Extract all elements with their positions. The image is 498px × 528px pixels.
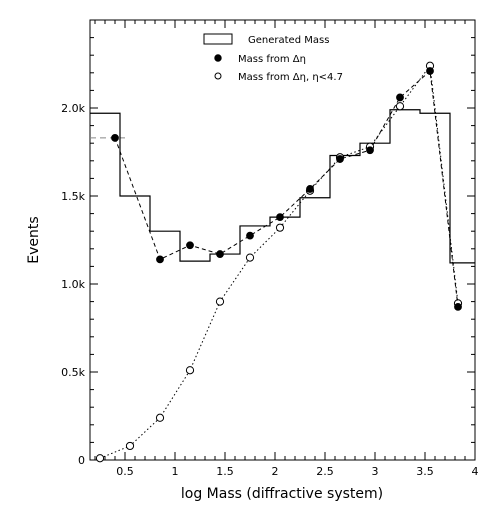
x-tick-label: 1 — [172, 465, 179, 478]
filled-point — [366, 146, 374, 155]
x-tick-label: 1.5 — [216, 465, 234, 478]
x-tick-labels: 0.5 1 1.5 2 2.5 3 3.5 4 — [116, 465, 478, 478]
open-point — [155, 413, 165, 422]
open-series-line — [99, 64, 459, 459]
open-series — [95, 61, 463, 463]
x-tick-label: 3.5 — [416, 465, 434, 478]
y-tick-labels: 0 0.5k 1.0k 1.5k 2.0k — [61, 102, 85, 467]
filled-point — [111, 134, 119, 142]
x-tick-label: 3 — [372, 465, 379, 478]
x-tick-label: 2 — [272, 465, 279, 478]
open-point — [245, 253, 255, 262]
x-tick-label: 4 — [472, 465, 479, 478]
legend-marker-open — [214, 72, 222, 80]
y-tick-label: 1.5k — [61, 190, 85, 203]
filled-point — [306, 185, 314, 193]
x-tick-label: 0.5 — [116, 465, 134, 478]
legend: Generated Mass Mass from Δη Mass from Δη… — [203, 33, 343, 83]
filled-series-line — [114, 70, 459, 307]
legend-label-filled: Mass from Δη — [238, 54, 306, 65]
open-point — [185, 366, 195, 375]
y-tick-label: 0 — [78, 454, 85, 467]
filled-point — [396, 93, 404, 102]
legend-marker-filled — [214, 54, 222, 62]
open-point — [275, 223, 285, 232]
y-axis-title: Events — [26, 216, 42, 263]
y-tick-label: 1.0k — [61, 278, 85, 291]
filled-point — [246, 231, 254, 240]
filled-point — [454, 302, 462, 311]
filled-point — [216, 250, 224, 258]
filled-point — [276, 213, 284, 222]
filled-point — [336, 155, 344, 163]
histogram-steps — [90, 109, 475, 264]
filled-point — [186, 241, 194, 250]
x-tick-label: 2.5 — [316, 465, 334, 478]
filled-point — [156, 255, 164, 264]
open-point — [395, 102, 405, 111]
legend-swatch-generated — [203, 33, 233, 45]
open-point — [215, 297, 225, 306]
legend-label-generated: Generated Mass — [248, 35, 329, 46]
legend-label-open: Mass from Δη, η<4.7 — [238, 72, 343, 83]
y-tick-label: 2.0k — [61, 102, 85, 115]
filled-point — [426, 67, 434, 75]
filled-series — [111, 67, 462, 311]
y-tick-label: 0.5k — [61, 366, 85, 379]
open-point — [125, 441, 135, 451]
plot-frame — [89, 19, 476, 461]
generated-mass-histogram — [90, 109, 475, 264]
open-point — [95, 454, 105, 463]
axis-ticks — [90, 20, 476, 461]
x-axis-title: log Mass (diffractive system) — [181, 486, 383, 502]
